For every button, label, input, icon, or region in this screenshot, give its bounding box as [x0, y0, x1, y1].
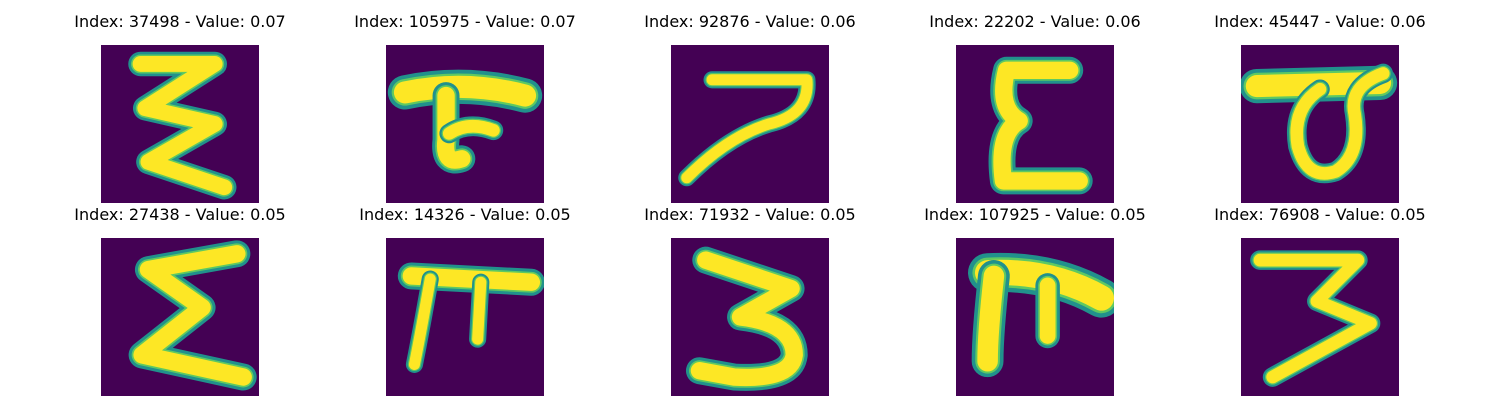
- panel: Index: 92876 - Value: 0.06: [608, 11, 892, 203]
- handwritten-stroke: [408, 273, 436, 370]
- panel: Index: 45447 - Value: 0.06: [1178, 11, 1462, 203]
- handwritten-stroke: [977, 265, 1005, 372]
- handwritten-stroke: [132, 56, 233, 196]
- image-background: [386, 238, 544, 396]
- panel-title: Index: 76908 - Value: 0.05: [1214, 205, 1426, 224]
- panel-image: [1241, 45, 1399, 203]
- panel: Index: 14326 - Value: 0.05: [323, 204, 607, 396]
- panel-title: Index: 71932 - Value: 0.05: [644, 205, 856, 224]
- panel-image: [671, 45, 829, 203]
- panel-image: [956, 238, 1114, 396]
- panel-image: [386, 45, 544, 203]
- panel-title: Index: 14326 - Value: 0.05: [359, 205, 571, 224]
- panel: Index: 71932 - Value: 0.05: [608, 204, 892, 396]
- panel-image: [1241, 238, 1399, 396]
- panel: Index: 76908 - Value: 0.05: [1178, 204, 1462, 396]
- panel-title: Index: 92876 - Value: 0.06: [644, 12, 856, 31]
- panel-title: Index: 37498 - Value: 0.07: [74, 12, 286, 31]
- handwritten-stroke: [472, 276, 487, 345]
- handwritten-stroke: [690, 251, 803, 387]
- handwritten-stroke: [1290, 67, 1390, 180]
- panel: Index: 105975 - Value: 0.07: [323, 11, 607, 203]
- panel-title: Index: 107925 - Value: 0.05: [924, 205, 1146, 224]
- panel-image: [671, 238, 829, 396]
- handwritten-stroke: [993, 61, 1088, 190]
- handwritten-stroke: [442, 120, 500, 140]
- panel: Index: 27438 - Value: 0.05: [38, 204, 322, 396]
- handwritten-stroke: [133, 245, 252, 386]
- panel-title: Index: 22202 - Value: 0.06: [929, 12, 1141, 31]
- panel: Index: 107925 - Value: 0.05: [893, 204, 1177, 396]
- handwritten-stroke: [1253, 253, 1377, 384]
- panel-title: Index: 45447 - Value: 0.06: [1214, 12, 1426, 31]
- handwritten-stroke: [393, 75, 537, 107]
- panel-title: Index: 27438 - Value: 0.05: [74, 205, 286, 224]
- handwritten-stroke: [681, 74, 813, 184]
- panel: Index: 37498 - Value: 0.07: [38, 11, 322, 203]
- panel: Index: 22202 - Value: 0.06: [893, 11, 1177, 203]
- panel-image: [101, 45, 259, 203]
- panel-title: Index: 105975 - Value: 0.07: [354, 12, 576, 31]
- panel-image: [101, 238, 259, 396]
- panel-image: [386, 238, 544, 396]
- panel-image: [956, 45, 1114, 203]
